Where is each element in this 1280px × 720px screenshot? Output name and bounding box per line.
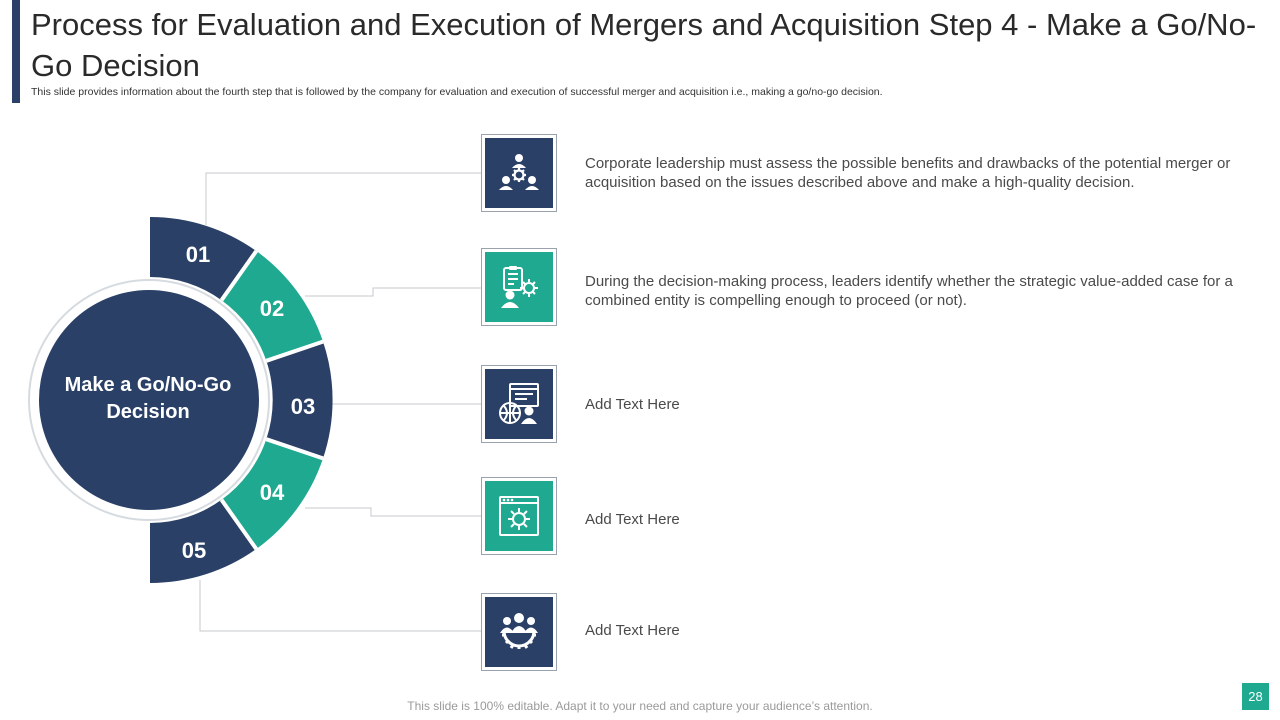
segment-dividers <box>219 249 324 551</box>
step-01-icon-box[interactable] <box>481 134 557 212</box>
segment-01[interactable] <box>150 216 257 301</box>
step-02-icon-box[interactable] <box>481 248 557 326</box>
people-gear-icon <box>500 613 538 649</box>
segment-05[interactable] <box>150 499 257 583</box>
step-05-icon-box[interactable] <box>481 593 557 671</box>
footer-note: This slide is 100% editable. Adapt it to… <box>407 699 873 713</box>
web-globe-user-icon <box>499 383 539 424</box>
page-title: Process for Evaluation and Execution of … <box>31 7 1257 83</box>
segment-03[interactable] <box>266 341 333 459</box>
step-number-01: 01 <box>186 242 210 267</box>
clipboard-person-gear-icon <box>501 266 538 308</box>
step-04-description: Add Text Here <box>585 511 680 528</box>
outer-ring <box>28 279 270 521</box>
page-subtitle: This slide provides information about th… <box>31 86 883 98</box>
title-accent-bar <box>12 0 20 103</box>
step-number-05: 05 <box>182 538 206 563</box>
step-number-04: 04 <box>260 480 285 505</box>
connector-04 <box>305 507 481 517</box>
connector-lines <box>199 172 481 632</box>
step-02-description: During the decision-making process, lead… <box>585 273 1233 309</box>
segment-02[interactable] <box>221 251 324 361</box>
step-number-02: 02 <box>260 296 284 321</box>
step-05-description: Add Text Here <box>585 622 680 639</box>
page-number: 28 <box>1242 683 1269 710</box>
browser-settings-icon <box>499 496 539 536</box>
step-01-description: Corporate leadership must assess the pos… <box>585 155 1231 191</box>
segment-04[interactable] <box>221 439 324 549</box>
center-label: Make a Go/No-Go Decision <box>64 374 232 423</box>
step-03-icon-box[interactable] <box>481 365 557 443</box>
team-gear-icon <box>499 154 539 190</box>
connector-01 <box>205 172 481 225</box>
connector-02 <box>305 287 481 297</box>
step-number-03: 03 <box>291 394 315 419</box>
step-04-icon-box[interactable] <box>481 477 557 555</box>
step-03-description: Add Text Here <box>585 396 680 413</box>
connector-05 <box>199 580 481 632</box>
center-circle[interactable] <box>39 290 259 510</box>
